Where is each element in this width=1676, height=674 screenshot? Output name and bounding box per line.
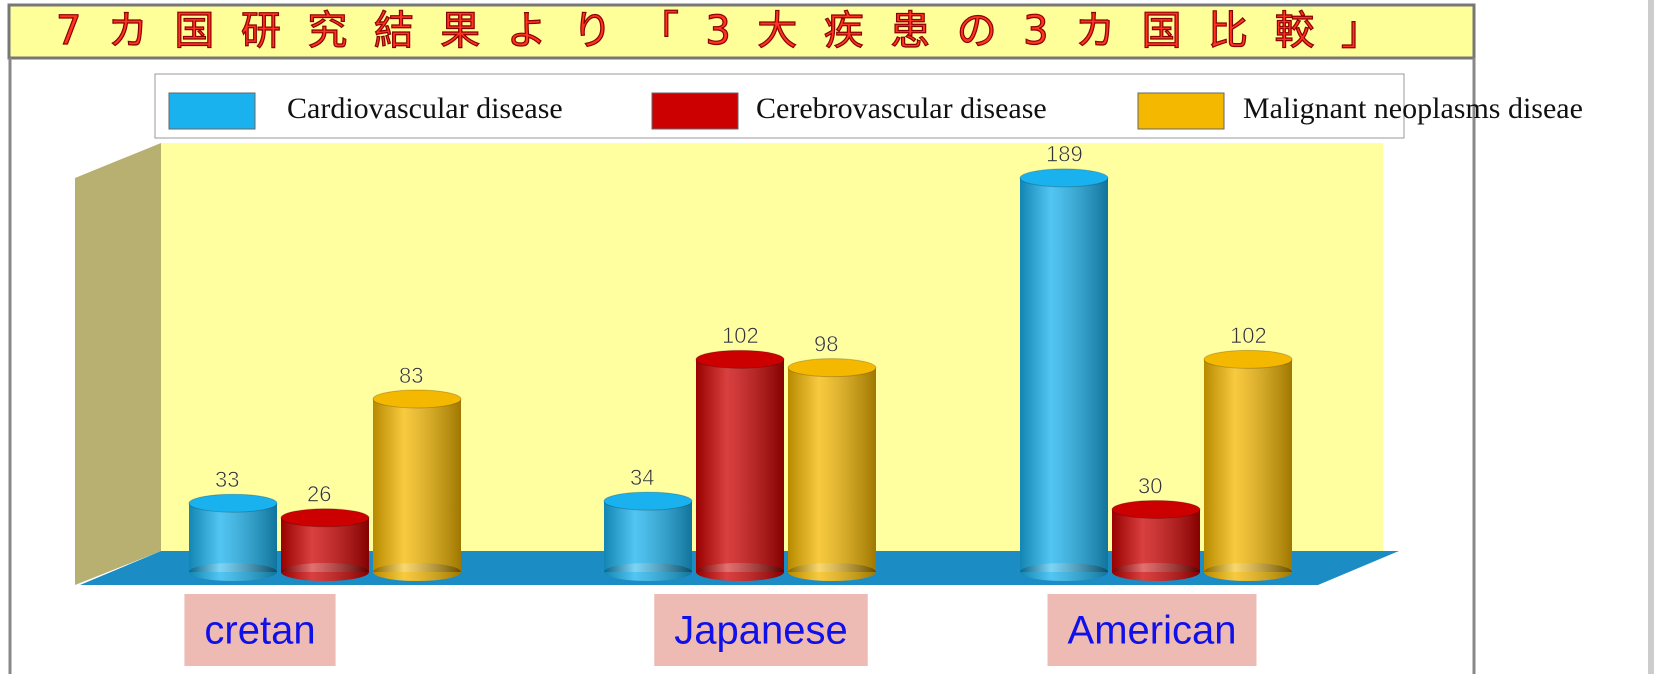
legend-label: Malignant neoplasms diseae [1243, 92, 1583, 125]
bar-shade [1204, 359, 1292, 572]
bar [280, 508, 370, 581]
bar-base-shade [1204, 563, 1292, 581]
legend-label: Cardiovascular disease [287, 92, 563, 125]
value-label: 26 [307, 482, 331, 507]
chart-title: 7カ国研究結果より「3大疾患の3カ国比較」 [56, 8, 1381, 54]
bar-shade [373, 398, 461, 572]
legend-swatch [1137, 92, 1225, 130]
bar-base-shade [1112, 563, 1200, 581]
legend-swatch [168, 92, 256, 130]
side-wall [75, 143, 161, 585]
title-bar [7, 3, 1476, 60]
bar-base-shade [373, 563, 461, 581]
value-label: 102 [1230, 323, 1267, 348]
bar [188, 493, 278, 581]
category-box [1047, 594, 1257, 666]
bar-top [1111, 499, 1201, 519]
bar-top [1203, 349, 1293, 369]
bar-shade [604, 501, 692, 572]
bar-shade [1020, 177, 1108, 572]
bar-base-shade [788, 563, 876, 581]
bar-top [372, 389, 462, 409]
x-tick-label: American [1068, 609, 1237, 653]
bar-base-shade [1020, 563, 1108, 581]
bar [695, 349, 785, 581]
bar-top [188, 493, 278, 513]
bar [1111, 499, 1201, 581]
bar-top [787, 358, 877, 378]
value-label: 83 [399, 363, 423, 388]
category-box [654, 594, 868, 666]
bar-top [1019, 168, 1109, 188]
bar-base-shade [696, 563, 784, 581]
bar-base-shade [281, 563, 369, 581]
legend-swatch [651, 92, 739, 130]
value-label: 34 [630, 465, 654, 490]
bar-shade [1112, 509, 1200, 572]
bar-shade [696, 359, 784, 572]
bar-top [280, 508, 370, 528]
bar-shade [281, 517, 369, 572]
bar-base-shade [189, 563, 277, 581]
bar [1203, 349, 1293, 581]
value-label: 33 [215, 467, 239, 492]
bar-top [603, 491, 693, 511]
x-tick-label: Japanese [674, 609, 847, 653]
value-label: 102 [722, 323, 759, 348]
bar [1019, 168, 1109, 581]
category-box [184, 594, 336, 666]
value-label: 30 [1138, 473, 1162, 498]
value-label: 189 [1046, 142, 1083, 167]
x-tick-label: cretan [204, 609, 315, 653]
bar [603, 491, 693, 581]
value-label: 98 [814, 331, 838, 356]
bar-base-shade [604, 563, 692, 581]
bar-shade [788, 367, 876, 572]
bar-shade [189, 503, 277, 572]
legend-label: Cerebrovascular disease [756, 92, 1047, 125]
bar [787, 358, 877, 581]
bar [372, 389, 462, 581]
bar-top [695, 349, 785, 369]
